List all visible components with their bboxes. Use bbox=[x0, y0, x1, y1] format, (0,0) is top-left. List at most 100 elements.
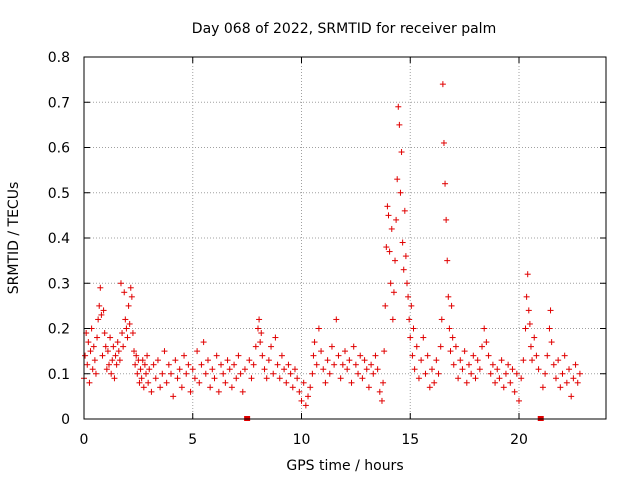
data-point bbox=[350, 343, 357, 350]
data-point bbox=[237, 370, 244, 377]
data-point bbox=[258, 330, 265, 337]
data-point bbox=[452, 343, 459, 350]
y-tick-label: 0.8 bbox=[48, 50, 70, 66]
data-point bbox=[187, 388, 194, 395]
data-point bbox=[226, 366, 233, 373]
data-point bbox=[445, 293, 452, 300]
data-point bbox=[305, 393, 312, 400]
data-point bbox=[400, 266, 407, 273]
data-point bbox=[285, 361, 292, 368]
data-point bbox=[222, 379, 229, 386]
data-point bbox=[370, 370, 377, 377]
data-point bbox=[159, 370, 166, 377]
data-point bbox=[479, 343, 486, 350]
data-point bbox=[523, 293, 530, 300]
data-point bbox=[509, 366, 516, 373]
data-point bbox=[322, 379, 329, 386]
data-point bbox=[396, 121, 403, 128]
data-point bbox=[502, 370, 509, 377]
data-point bbox=[114, 339, 121, 346]
data-point bbox=[220, 370, 227, 377]
data-point bbox=[274, 361, 281, 368]
data-point bbox=[137, 366, 144, 373]
data-point bbox=[142, 370, 149, 377]
data-point bbox=[144, 352, 151, 359]
data-point bbox=[107, 334, 114, 341]
data-point bbox=[256, 316, 263, 323]
data-point bbox=[449, 334, 456, 341]
data-point bbox=[372, 352, 379, 359]
data-point bbox=[140, 384, 147, 391]
data-point bbox=[122, 316, 129, 323]
data-point bbox=[95, 316, 102, 323]
data-point bbox=[413, 343, 420, 350]
data-point bbox=[383, 244, 390, 251]
data-point bbox=[533, 352, 540, 359]
data-point bbox=[196, 379, 203, 386]
data-point bbox=[218, 361, 225, 368]
data-point bbox=[246, 357, 253, 364]
data-point bbox=[211, 375, 218, 382]
data-point bbox=[276, 375, 283, 382]
data-point bbox=[132, 361, 139, 368]
data-point bbox=[408, 302, 415, 309]
data-point bbox=[101, 330, 108, 337]
x-tick-label: 15 bbox=[401, 432, 419, 448]
data-point bbox=[444, 257, 451, 264]
data-point bbox=[268, 343, 275, 350]
data-point bbox=[326, 370, 333, 377]
data-point bbox=[102, 343, 109, 350]
data-point bbox=[448, 302, 455, 309]
data-point bbox=[407, 334, 414, 341]
data-point bbox=[359, 375, 366, 382]
data-point bbox=[272, 334, 279, 341]
data-point bbox=[406, 316, 413, 323]
data-point bbox=[111, 375, 118, 382]
data-point bbox=[546, 325, 553, 332]
data-point bbox=[539, 384, 546, 391]
data-point bbox=[125, 302, 132, 309]
data-point bbox=[481, 325, 488, 332]
data-point bbox=[411, 366, 418, 373]
data-point bbox=[393, 216, 400, 223]
data-point bbox=[110, 343, 117, 350]
data-point bbox=[165, 361, 172, 368]
chart-title: Day 068 of 2022, SRMTID for receiver pal… bbox=[192, 21, 496, 37]
data-point bbox=[570, 375, 577, 382]
x-tick-label: 10 bbox=[293, 432, 311, 448]
grid bbox=[84, 57, 606, 419]
data-point bbox=[97, 284, 104, 291]
data-point bbox=[447, 348, 454, 355]
data-point bbox=[552, 375, 559, 382]
data-point bbox=[152, 375, 159, 382]
data-point bbox=[138, 375, 145, 382]
data-point bbox=[361, 357, 368, 364]
data-point bbox=[146, 366, 153, 373]
data-point bbox=[124, 334, 131, 341]
data-point bbox=[318, 348, 325, 355]
data-point bbox=[374, 366, 381, 373]
data-point bbox=[525, 307, 532, 314]
data-point bbox=[568, 393, 575, 400]
data-point bbox=[387, 280, 394, 287]
data-point bbox=[106, 361, 113, 368]
data-point bbox=[547, 307, 554, 314]
data-point bbox=[574, 379, 581, 386]
data-point bbox=[527, 343, 534, 350]
data-point bbox=[505, 361, 512, 368]
data-point bbox=[108, 370, 115, 377]
data-point bbox=[344, 366, 351, 373]
x-tick-label: 5 bbox=[188, 432, 197, 448]
data-point bbox=[472, 375, 479, 382]
data-point bbox=[307, 384, 314, 391]
data-point bbox=[204, 357, 211, 364]
data-point bbox=[163, 379, 170, 386]
data-point bbox=[263, 375, 270, 382]
data-point bbox=[548, 339, 555, 346]
data-point bbox=[390, 289, 397, 296]
data-point bbox=[403, 280, 410, 287]
data-point bbox=[136, 379, 143, 386]
data-point bbox=[200, 339, 207, 346]
data-point bbox=[563, 379, 570, 386]
data-point bbox=[342, 348, 348, 355]
